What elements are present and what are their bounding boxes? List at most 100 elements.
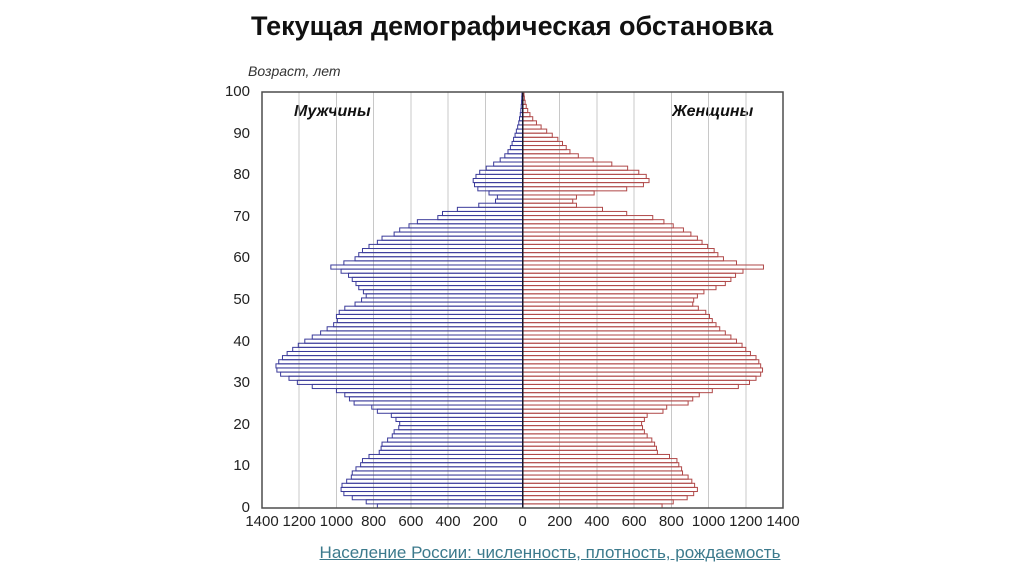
female-bar-age-82 (522, 165, 629, 171)
y-tick-label: 80 (233, 166, 250, 184)
x-tick-label: 400 (584, 513, 610, 530)
male-bar-age-59 (343, 260, 523, 266)
male-bar-age-9 (355, 466, 524, 472)
female-bar-age-13 (522, 449, 658, 455)
female-bar-age-14 (522, 445, 657, 451)
female-bar-age-1 (522, 499, 674, 505)
male-bar-age-36 (281, 355, 524, 361)
x-tick-label: 1200 (282, 513, 316, 530)
male-bar-age-72 (456, 206, 523, 212)
female-bar-age-28 (522, 388, 713, 394)
plot-frame (261, 91, 784, 509)
female-bar-age-80 (522, 173, 647, 179)
female-bar-age-88 (522, 140, 564, 147)
female-bar-age-60 (522, 256, 724, 262)
male-bar-age-91 (515, 128, 524, 134)
y-tick-label: 70 (233, 207, 250, 225)
female-bar-age-31 (522, 375, 757, 381)
female-bar-age-52 (522, 289, 705, 295)
female-bar-age-50 (522, 297, 695, 303)
female-bar-age-83 (522, 161, 613, 167)
male-bar-age-37 (286, 350, 523, 357)
male-bar-age-32 (280, 371, 523, 377)
female-bar-age-57 (522, 268, 744, 274)
male-bar-age-7 (350, 474, 523, 480)
female-bar-age-69 (522, 219, 665, 225)
female-bar-age-56 (522, 272, 737, 278)
male-bar-age-6 (346, 478, 523, 484)
male-bar-age-60 (354, 256, 523, 262)
male-bar-age-3 (343, 491, 523, 497)
female-bar-age-72 (522, 206, 604, 212)
male-bar-age-27 (344, 392, 523, 398)
female-bar-age-91 (522, 128, 548, 134)
female-bar-age-16 (522, 437, 653, 443)
male-bar-age-26 (348, 396, 524, 402)
male-bar-age-77 (477, 186, 523, 192)
male-bar-age-66 (393, 231, 523, 237)
female-bar-age-19 (522, 425, 644, 431)
female-series-label: Женщины (672, 103, 754, 120)
male-bar-age-18 (393, 429, 523, 435)
male-bar-age-71 (441, 210, 523, 217)
female-bar-age-76 (522, 190, 595, 196)
female-bar-age-96 (522, 107, 529, 114)
male-bar-age-14 (380, 445, 524, 451)
male-bar-age-30 (296, 379, 523, 385)
y-tick-label: 90 (233, 124, 250, 142)
male-bar-age-74 (495, 198, 523, 204)
male-bar-age-28 (335, 388, 523, 394)
female-bar-age-18 (522, 429, 645, 435)
male-bar-age-76 (488, 190, 523, 196)
male-bar-age-51 (365, 293, 523, 299)
x-tick-label: 1000 (691, 513, 726, 530)
male-bar-age-79 (472, 177, 523, 184)
female-bar-age-48 (522, 305, 699, 311)
female-bar-age-73 (522, 202, 577, 208)
female-bar-age-54 (522, 280, 726, 287)
male-bar-age-86 (507, 149, 524, 155)
population-pyramid-plot (261, 91, 784, 509)
female-bar-age-9 (522, 466, 683, 472)
male-bar-age-42 (320, 330, 523, 336)
female-bar-age-84 (522, 157, 594, 163)
male-bar-age-89 (513, 136, 524, 142)
male-bar-age-50 (361, 297, 523, 303)
male-bar-age-75 (496, 194, 523, 200)
female-bar-age-49 (522, 301, 694, 307)
female-bar-age-71 (522, 210, 628, 217)
female-bar-age-58 (522, 264, 764, 270)
male-bar-age-16 (387, 437, 523, 443)
male-bar-age-52 (362, 289, 523, 295)
male-bar-age-13 (378, 449, 523, 455)
female-bar-age-5 (522, 482, 696, 488)
female-bar-age-2 (522, 495, 688, 501)
male-bar-age-87 (509, 145, 523, 151)
female-bar-age-44 (522, 322, 717, 328)
x-axis-tick-labels: 1400 1200 1000 800 600 400 200 0 200 400 600 800 100… (245, 513, 799, 533)
male-bar-age-48 (344, 305, 523, 311)
female-bar-age-33 (522, 367, 764, 373)
male-bar-age-53 (358, 285, 523, 291)
female-bar-age-35 (522, 359, 760, 365)
male-bar-age-25 (353, 400, 523, 406)
female-bar-age-74 (522, 198, 574, 204)
male-bar-age-44 (333, 322, 523, 328)
male-bar-age-43 (326, 326, 523, 332)
source-link[interactable]: Население России: численность, плотность… (319, 543, 781, 562)
female-bar-age-40 (522, 338, 737, 344)
female-bar-age-92 (522, 124, 542, 130)
female-bar-age-30 (522, 379, 751, 385)
male-bar-age-4 (340, 486, 524, 493)
female-bar-age-6 (522, 478, 693, 484)
female-bar-age-17 (522, 433, 648, 439)
male-series-label: Мужчины (294, 103, 371, 120)
female-bar-age-36 (522, 355, 757, 361)
female-bar-age-12 (522, 453, 670, 460)
y-tick-label: 0 (241, 499, 250, 516)
x-tick-label: 600 (621, 513, 647, 530)
male-bar-age-90 (514, 132, 524, 138)
male-bar-age-19 (398, 425, 523, 431)
x-tick-label: 800 (361, 513, 387, 530)
male-bar-age-65 (381, 235, 524, 241)
